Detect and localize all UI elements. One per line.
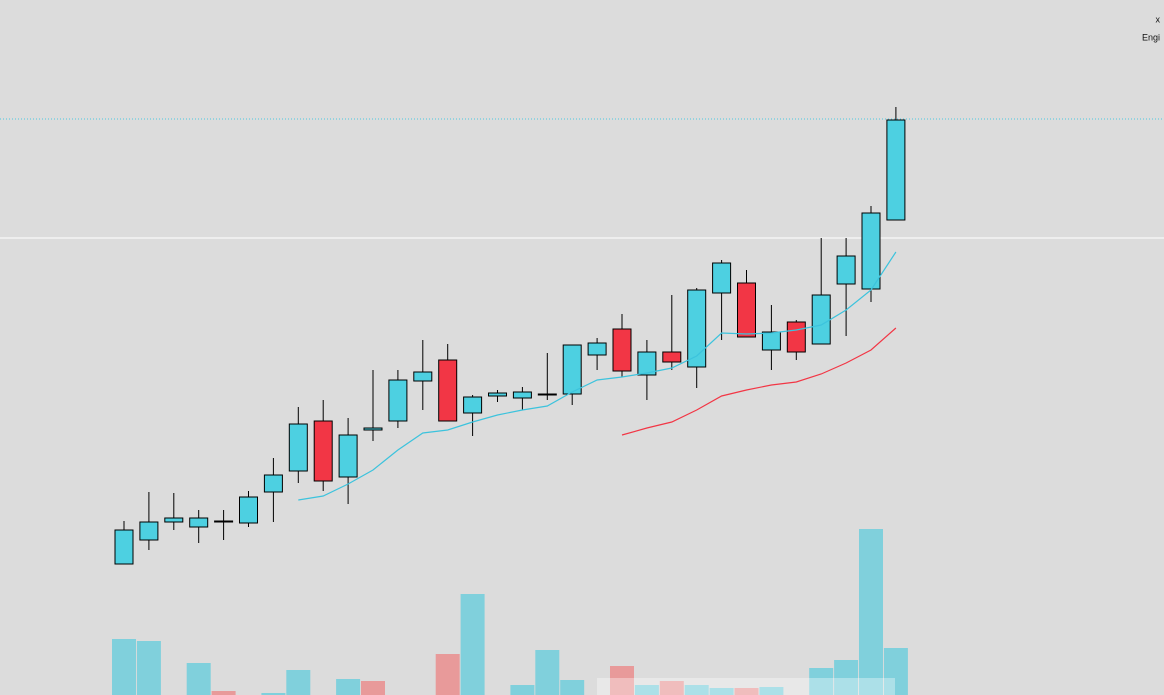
- candle-body: [114, 529, 134, 565]
- moving-average: [621, 327, 897, 436]
- candle-body: [687, 289, 707, 368]
- volume-bar: [734, 688, 759, 695]
- volume-bar: [684, 685, 709, 695]
- candle-body: [737, 282, 756, 338]
- candle-body: [587, 342, 607, 356]
- candle-body: [463, 396, 483, 414]
- moving-average: [298, 251, 897, 501]
- volume-bar: [186, 663, 211, 695]
- candle-body: [214, 520, 234, 523]
- candle-body: [164, 517, 184, 523]
- candle-body: [612, 328, 632, 372]
- volume-bar: [136, 641, 161, 695]
- candle-body: [488, 392, 507, 397]
- volume-bar: [286, 670, 311, 695]
- candle-body: [239, 496, 258, 524]
- volume-bar: [211, 691, 236, 695]
- candle-body: [288, 423, 308, 472]
- volume-bar: [809, 668, 834, 695]
- volume-bar: [634, 685, 659, 695]
- candle-body: [363, 427, 383, 431]
- candle-body: [413, 371, 433, 382]
- volume-bar: [709, 688, 734, 695]
- volume-bar: [361, 681, 385, 695]
- volume-bar: [610, 666, 634, 695]
- candle-body: [313, 420, 333, 482]
- volume-bar: [759, 687, 784, 695]
- volume-bar: [535, 650, 560, 695]
- volume-bar: [883, 648, 908, 695]
- candle-body: [338, 434, 358, 478]
- volume-bar: [510, 685, 535, 695]
- volume-bar: [659, 681, 684, 695]
- volume-bar: [560, 680, 585, 695]
- candle-body: [786, 321, 806, 353]
- volume-bar: [112, 639, 136, 695]
- volume-bar: [336, 679, 361, 695]
- candle-body: [712, 262, 732, 294]
- volume-bar: [460, 594, 485, 695]
- candle-body: [512, 391, 532, 399]
- candle-body: [861, 212, 881, 290]
- volume-bar: [859, 529, 883, 695]
- candle-body: [388, 379, 408, 422]
- candle-body: [886, 119, 906, 221]
- candle-body: [263, 474, 283, 493]
- toolbar-label: Engi: [1142, 32, 1160, 42]
- toolbar-label: x: [1156, 14, 1161, 24]
- overlay: [597, 678, 895, 695]
- candle-body: [562, 344, 582, 395]
- candle-body: [836, 255, 856, 285]
- candle-body: [438, 359, 458, 422]
- candle-body: [139, 521, 159, 541]
- candle-body: [537, 393, 557, 396]
- candle-body: [811, 294, 831, 345]
- volume-bar: [834, 660, 859, 695]
- volume-bar: [261, 693, 286, 695]
- candle-body: [761, 331, 781, 351]
- volume-bar: [435, 654, 460, 695]
- candle-body: [637, 351, 657, 376]
- candle-body: [662, 351, 682, 363]
- candle-body: [189, 517, 209, 528]
